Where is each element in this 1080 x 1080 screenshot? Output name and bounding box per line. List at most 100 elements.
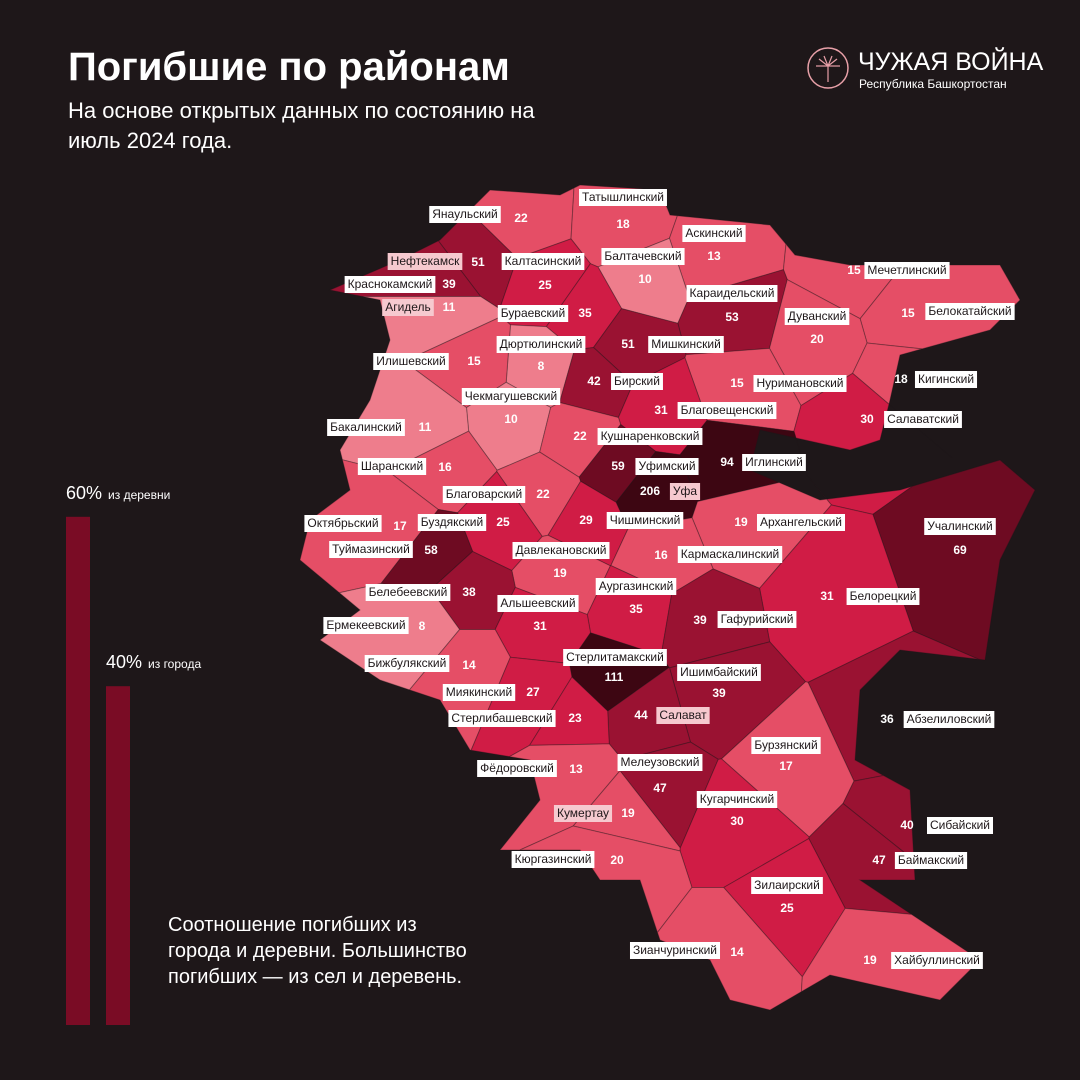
- district-value: 18: [616, 217, 630, 231]
- district-label-box: [648, 336, 724, 353]
- district-value: 11: [419, 420, 432, 434]
- district-value: 13: [569, 762, 583, 776]
- district-label: Стерлибашевский: [451, 711, 552, 725]
- district-label: Татышлинский: [582, 190, 664, 204]
- district-label-box: [717, 611, 797, 628]
- city-label: Кумертау: [557, 806, 609, 820]
- district-label-box: [448, 710, 556, 727]
- district-label-box: [677, 546, 783, 563]
- district-label: Учалинский: [927, 519, 993, 533]
- district-label: Бакалинский: [330, 420, 402, 434]
- district-label: Уфимский: [638, 459, 695, 473]
- district-label: Сибайский: [930, 818, 990, 832]
- district-label-box: [884, 411, 962, 428]
- district-label: Кушнаренковский: [601, 429, 700, 443]
- bar: [66, 516, 90, 1025]
- city-label: Нефтекамск: [391, 254, 460, 268]
- district-label: Мишкинский: [651, 337, 721, 351]
- district-label-box: [686, 285, 778, 302]
- district-value: 11: [443, 300, 456, 314]
- district-label: Белорецкий: [850, 589, 917, 603]
- district-value: 47: [872, 853, 886, 867]
- district-label: Аскинский: [685, 226, 742, 240]
- district-label-box: [864, 262, 950, 279]
- district-label: Давлекановский: [516, 543, 607, 557]
- district-label: Благовещенский: [681, 403, 774, 417]
- district-label: Нуримановский: [756, 376, 843, 390]
- district-label: Благоварский: [446, 487, 522, 501]
- district-label: Абзелиловский: [907, 712, 992, 726]
- district-value: 51: [621, 337, 635, 351]
- district-value: 10: [504, 412, 518, 426]
- district-label-box: [442, 486, 526, 503]
- district-value: 16: [654, 548, 668, 562]
- district-label-box: [601, 248, 685, 265]
- district-label: Иглинский: [745, 455, 803, 469]
- district-label-box: [329, 541, 413, 558]
- map-labels: Янаульский 22 Татышлинский 18 Аскинский 13 Неф…: [304, 189, 1015, 969]
- district-label-box: [629, 942, 721, 959]
- city-label-box: [387, 253, 463, 270]
- bar: [106, 686, 130, 1025]
- district-label-box: [696, 791, 778, 808]
- district-value: 42: [587, 374, 601, 388]
- district-label-box: [327, 419, 405, 436]
- city-label-box: [669, 483, 701, 500]
- district-label-box: [924, 518, 996, 535]
- district-value: 22: [514, 211, 528, 225]
- district: [720, 681, 855, 838]
- district-label: Ермекеевский: [326, 618, 405, 632]
- district-value: 15: [730, 376, 744, 390]
- district-label: Стерлитамакский: [566, 650, 664, 664]
- district-label-box: [461, 388, 561, 405]
- district-value: 30: [730, 814, 744, 828]
- title: Погибшие по районам: [68, 45, 510, 89]
- district-label: Чишминский: [610, 513, 681, 527]
- district-label: Зианчуринский: [633, 943, 717, 957]
- logo-name: ЧУЖАЯ ВОЙНА: [858, 46, 1044, 76]
- district-label: Мелеузовский: [621, 755, 700, 769]
- district-label: Аургазинский: [599, 579, 674, 593]
- bar-value-label: 40%: [106, 652, 142, 672]
- district-value: 17: [393, 519, 407, 533]
- district-label-box: [417, 514, 487, 531]
- district-value: 10: [638, 272, 652, 286]
- district-label-box: [914, 371, 978, 388]
- district-label-box: [365, 584, 451, 601]
- district-label-box: [595, 578, 677, 595]
- district-label-box: [617, 754, 703, 771]
- district-value: 15: [847, 263, 861, 277]
- district-value: 19: [553, 566, 567, 580]
- city-label: Агидель: [385, 300, 431, 314]
- district-value: 14: [730, 945, 744, 959]
- district-value: 44: [634, 708, 648, 722]
- district-value: 40: [900, 818, 914, 832]
- district-label: Зилаирский: [754, 878, 820, 892]
- district-label-box: [606, 512, 684, 529]
- district-label-box: [496, 336, 586, 353]
- district-value: 19: [621, 806, 635, 820]
- city-label-box: [656, 707, 710, 724]
- district-value: 8: [538, 359, 545, 373]
- district-label-box: [846, 588, 920, 605]
- district-label: Буздякский: [421, 515, 483, 529]
- district-label: Илишевский: [376, 354, 446, 368]
- district-label-box: [635, 458, 699, 475]
- district-value: 16: [438, 460, 452, 474]
- district-value: 53: [725, 310, 739, 324]
- district-label-box: [512, 542, 610, 559]
- district-label: Октябрьский: [307, 516, 378, 530]
- district-label-box: [477, 760, 557, 777]
- district-label-box: [742, 454, 806, 471]
- district-value: 27: [526, 685, 540, 699]
- district-value: 22: [536, 487, 550, 501]
- district-value: 22: [573, 429, 587, 443]
- district-label-box: [927, 817, 993, 834]
- district-label-box: [304, 515, 382, 532]
- district-label: Краснокамский: [348, 277, 433, 291]
- district-label: Архангельский: [760, 515, 842, 529]
- district-label: Фёдоровский: [480, 761, 554, 775]
- district-label: Белебеевский: [369, 585, 448, 599]
- district-label: Бураевский: [501, 306, 565, 320]
